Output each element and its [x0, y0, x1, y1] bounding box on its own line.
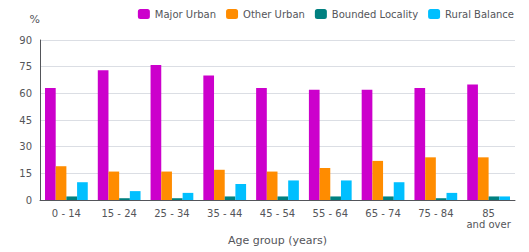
svg-text:15: 15 — [19, 168, 32, 179]
svg-text:Other Urban: Other Urban — [243, 9, 305, 20]
svg-text:60: 60 — [19, 88, 32, 99]
svg-text:%: % — [30, 13, 40, 26]
svg-text:85: 85 — [482, 208, 495, 219]
svg-text:Major Urban: Major Urban — [155, 9, 216, 20]
svg-text:90: 90 — [19, 35, 32, 46]
svg-text:45 - 54: 45 - 54 — [260, 208, 295, 219]
svg-text:15 - 24: 15 - 24 — [101, 208, 136, 219]
svg-text:25 - 34: 25 - 34 — [154, 208, 189, 219]
svg-text:75 - 84: 75 - 84 — [418, 208, 453, 219]
svg-text:and over: and over — [466, 219, 511, 230]
svg-text:65 - 74: 65 - 74 — [365, 208, 400, 219]
svg-text:55 - 64: 55 - 64 — [313, 208, 348, 219]
svg-text:Age group (years): Age group (years) — [228, 234, 327, 247]
svg-text:75: 75 — [19, 61, 32, 72]
svg-text:Rural Balance: Rural Balance — [445, 9, 514, 20]
svg-text:30: 30 — [19, 141, 32, 152]
svg-text:0 - 14: 0 - 14 — [52, 208, 81, 219]
svg-text:0: 0 — [26, 195, 32, 206]
svg-text:Bounded Locality: Bounded Locality — [332, 9, 418, 20]
svg-text:35 - 44: 35 - 44 — [207, 208, 242, 219]
svg-text:45: 45 — [19, 115, 32, 126]
